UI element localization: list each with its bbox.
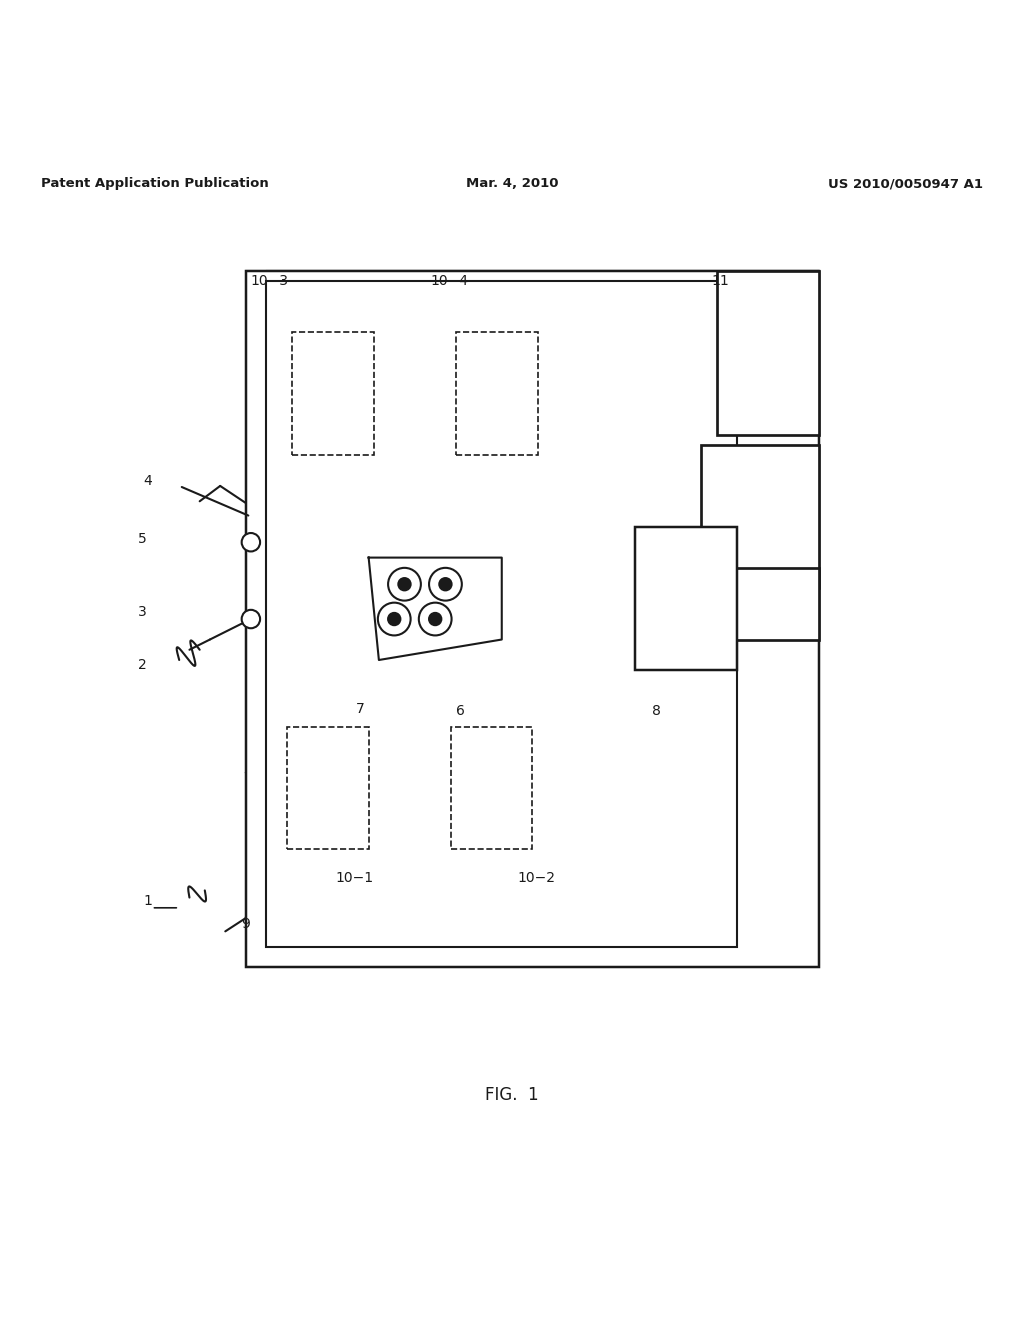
Text: Patent Application Publication: Patent Application Publication: [41, 177, 268, 190]
Bar: [635, 527, 737, 671]
Bar: [451, 726, 532, 850]
Bar: [456, 333, 538, 455]
Circle shape: [378, 603, 411, 635]
Bar: [246, 271, 819, 968]
Text: 6: 6: [456, 704, 465, 718]
Bar: [717, 271, 819, 434]
Circle shape: [398, 578, 411, 590]
Text: 10−1: 10−1: [336, 871, 374, 886]
Circle shape: [419, 603, 452, 635]
Bar: [292, 333, 374, 455]
Circle shape: [388, 568, 421, 601]
Text: 7: 7: [356, 702, 366, 717]
Text: 10−2: 10−2: [517, 871, 555, 886]
Bar: [686, 568, 819, 639]
Text: 4: 4: [143, 474, 153, 488]
Circle shape: [242, 610, 260, 628]
Bar: [701, 445, 819, 589]
Circle shape: [429, 612, 441, 626]
Text: 1: 1: [143, 894, 153, 908]
Text: 11: 11: [712, 275, 729, 288]
Text: 2: 2: [138, 659, 147, 672]
Text: 3: 3: [138, 605, 147, 619]
Circle shape: [242, 533, 260, 552]
Text: 8: 8: [652, 704, 662, 718]
Text: US 2010/0050947 A1: US 2010/0050947 A1: [828, 177, 983, 190]
Bar: [266, 281, 737, 946]
Text: Mar. 4, 2010: Mar. 4, 2010: [466, 177, 558, 190]
Text: 10−4: 10−4: [430, 275, 468, 288]
Text: FIG.  1: FIG. 1: [485, 1086, 539, 1105]
Text: 5: 5: [138, 532, 147, 546]
Circle shape: [429, 568, 462, 601]
Polygon shape: [369, 557, 502, 660]
Text: 9: 9: [241, 917, 250, 931]
Text: 10−3: 10−3: [251, 275, 289, 288]
Bar: [287, 726, 369, 850]
Circle shape: [439, 578, 452, 590]
Circle shape: [388, 612, 400, 626]
